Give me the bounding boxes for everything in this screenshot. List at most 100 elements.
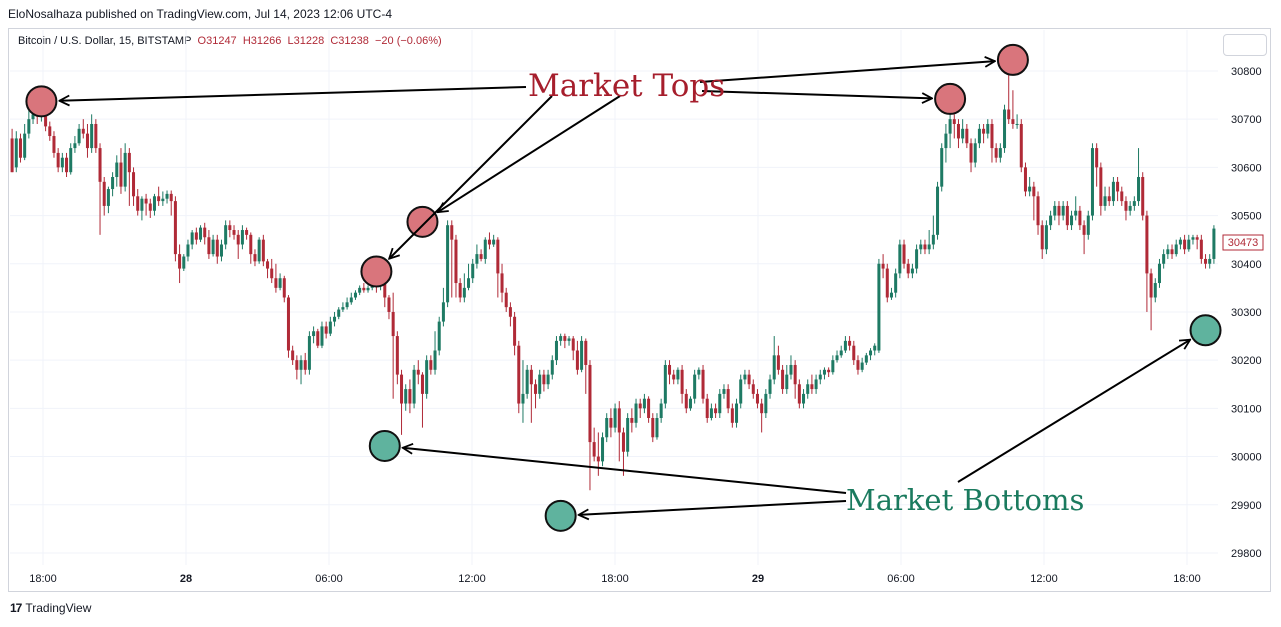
candle [412, 364, 416, 409]
symbol-name[interactable]: Bitcoin / U.S. Dollar, 15, BITSTAMP [18, 35, 192, 47]
candle-body [873, 345, 877, 351]
candle-body [496, 239, 500, 274]
candle-body [245, 230, 249, 235]
candle-body [395, 336, 399, 375]
candle [521, 360, 525, 423]
candle [299, 355, 303, 385]
candle-body [23, 133, 27, 158]
candle-body [617, 408, 621, 433]
candle [14, 131, 18, 173]
candle [307, 331, 311, 375]
candle [793, 360, 797, 399]
candle [161, 191, 165, 206]
candle [1124, 196, 1128, 221]
candle-body [194, 232, 198, 240]
candle [69, 143, 73, 175]
candle [1132, 196, 1136, 211]
candle [261, 234, 265, 267]
candle [613, 403, 617, 433]
candle-body [186, 244, 190, 257]
candle-body [722, 389, 726, 394]
candle [1090, 143, 1094, 221]
candle-body [956, 123, 960, 139]
candle-body [18, 138, 22, 158]
candle [772, 336, 776, 385]
candle-body [492, 239, 496, 245]
candle-body [856, 360, 860, 370]
candle [1191, 234, 1195, 245]
candle-body [1174, 244, 1178, 255]
candle-body [776, 355, 780, 370]
candle-body [588, 364, 592, 443]
time-axis[interactable]: 18:00 28 06:00 12:00 18:00 29 06:00 12:00 18:00 [29, 573, 1201, 585]
candle [508, 302, 512, 327]
price-tick-label: 30500 [1231, 211, 1262, 223]
candle [1195, 234, 1199, 250]
candle-body [56, 152, 60, 168]
market-bottom-marker [544, 499, 577, 532]
candle [60, 152, 64, 173]
candle [341, 302, 345, 312]
candle [111, 172, 115, 197]
candle-body [743, 374, 747, 380]
candle-body [688, 398, 692, 409]
candle-body [433, 350, 437, 370]
candle [337, 307, 341, 320]
candle [437, 316, 441, 356]
candle [1183, 234, 1187, 255]
chart-settings-button[interactable] [1223, 34, 1267, 56]
candle-body [94, 123, 98, 149]
candle-body [106, 189, 110, 206]
candle-body [307, 336, 311, 370]
candle [224, 220, 228, 250]
candle-body [1090, 148, 1094, 216]
candle-body [797, 384, 801, 404]
candle-body [1170, 249, 1174, 255]
candle [898, 239, 902, 279]
candle-body [274, 278, 278, 288]
candle [324, 321, 328, 339]
candle [454, 234, 458, 298]
candle-body [1132, 201, 1136, 206]
candle [1120, 186, 1124, 206]
candle [843, 336, 847, 353]
candle-body [701, 369, 705, 399]
candle-body [994, 148, 998, 158]
candle [328, 316, 332, 337]
candle [1107, 186, 1111, 206]
candle-body [927, 244, 931, 250]
candle [203, 222, 207, 245]
candle-body [446, 225, 450, 303]
candle-series [10, 59, 1216, 491]
candle-body [1044, 225, 1048, 250]
candle-body [906, 263, 910, 274]
candle [362, 283, 366, 293]
candle-body [1107, 196, 1111, 202]
candle [471, 258, 475, 284]
candle [718, 389, 722, 418]
tradingview-brand[interactable]: 17 TradingView [10, 601, 91, 615]
candle-body [651, 417, 655, 438]
candle-body [341, 307, 345, 310]
candle-body [475, 254, 479, 264]
candle [320, 321, 324, 349]
candle-body [684, 393, 688, 409]
candle [697, 367, 701, 380]
candle [910, 263, 914, 279]
time-tick-label: 28 [180, 573, 192, 585]
candle [90, 114, 94, 153]
candle [760, 398, 764, 433]
candle-body [626, 417, 630, 452]
market-bottom-arrow [957, 340, 1190, 483]
candle [140, 196, 144, 221]
candle [617, 401, 621, 462]
candle-body [513, 316, 517, 346]
candle-body [400, 374, 404, 404]
candle [496, 237, 500, 298]
candle-body [65, 157, 69, 173]
price-axis[interactable]: 30800 30700 30600 30500 30400 30300 30200 30100… [1231, 66, 1262, 560]
candle [596, 432, 600, 476]
candle-body [546, 374, 550, 385]
candle [1086, 210, 1090, 240]
